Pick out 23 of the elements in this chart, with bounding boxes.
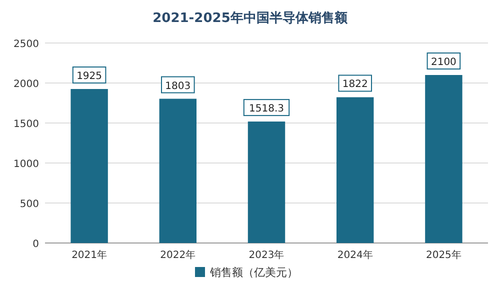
y-tick-label: 1000: [14, 159, 39, 170]
data-label: 2100: [430, 57, 456, 68]
bar: [159, 98, 197, 243]
data-label: 1803: [165, 80, 191, 92]
x-tick-label: 2023年: [248, 249, 284, 261]
data-label: 1822: [342, 79, 368, 90]
y-tick-label: 2500: [14, 39, 39, 50]
x-tick-label: 2024年: [337, 249, 373, 261]
y-tick-label: 1500: [14, 119, 39, 130]
y-tick-label: 0: [32, 239, 39, 250]
bar: [425, 75, 462, 243]
bar: [70, 89, 108, 243]
legend-label: 销售额（亿美元）: [209, 266, 298, 279]
y-tick-label: 2000: [14, 79, 39, 90]
bar: [248, 122, 286, 243]
bar: [336, 97, 374, 243]
x-tick-label: 2022年: [160, 249, 196, 261]
data-label: 1925: [76, 71, 102, 82]
x-tick-label: 2025年: [426, 249, 462, 261]
x-tick-label: 2021年: [72, 249, 108, 261]
data-label: 1518.3: [249, 104, 284, 115]
chart-title: 2021-2025年中国半导体销售额: [152, 10, 348, 26]
y-tick-label: 500: [20, 199, 39, 210]
